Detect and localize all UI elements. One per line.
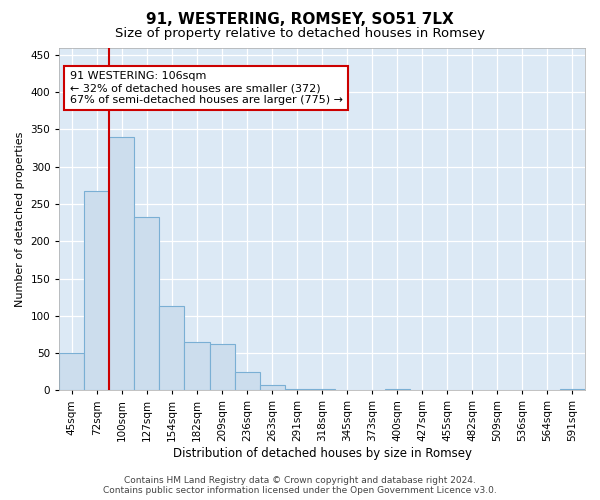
Bar	[184, 342, 209, 390]
Bar	[260, 385, 284, 390]
X-axis label: Distribution of detached houses by size in Romsey: Distribution of detached houses by size …	[173, 447, 472, 460]
Bar	[134, 218, 160, 390]
Bar	[109, 137, 134, 390]
Text: Contains HM Land Registry data © Crown copyright and database right 2024.
Contai: Contains HM Land Registry data © Crown c…	[103, 476, 497, 495]
Bar	[235, 372, 260, 390]
Bar	[560, 389, 585, 390]
Bar	[310, 389, 335, 390]
Bar	[385, 389, 410, 390]
Bar	[85, 192, 109, 390]
Bar	[160, 306, 184, 390]
Text: Size of property relative to detached houses in Romsey: Size of property relative to detached ho…	[115, 28, 485, 40]
Text: 91, WESTERING, ROMSEY, SO51 7LX: 91, WESTERING, ROMSEY, SO51 7LX	[146, 12, 454, 28]
Bar	[209, 344, 235, 391]
Y-axis label: Number of detached properties: Number of detached properties	[15, 131, 25, 306]
Bar	[59, 353, 85, 391]
Text: 91 WESTERING: 106sqm
← 32% of detached houses are smaller (372)
67% of semi-deta: 91 WESTERING: 106sqm ← 32% of detached h…	[70, 72, 343, 104]
Bar	[284, 389, 310, 390]
